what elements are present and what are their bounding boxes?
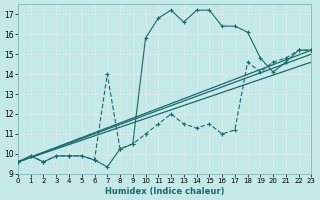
X-axis label: Humidex (Indice chaleur): Humidex (Indice chaleur) [105,187,224,196]
